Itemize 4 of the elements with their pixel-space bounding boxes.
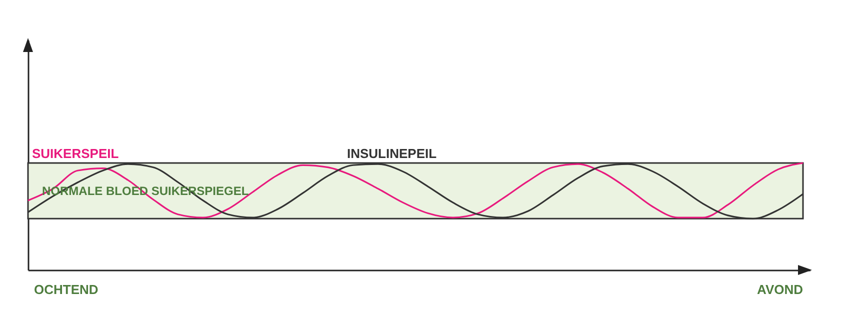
series-label: INSULINEPEIL (347, 146, 437, 161)
text: OCHTEND (34, 282, 98, 297)
text: AVOND (757, 282, 803, 297)
series-label: SUIKERSPEIL (32, 146, 119, 161)
